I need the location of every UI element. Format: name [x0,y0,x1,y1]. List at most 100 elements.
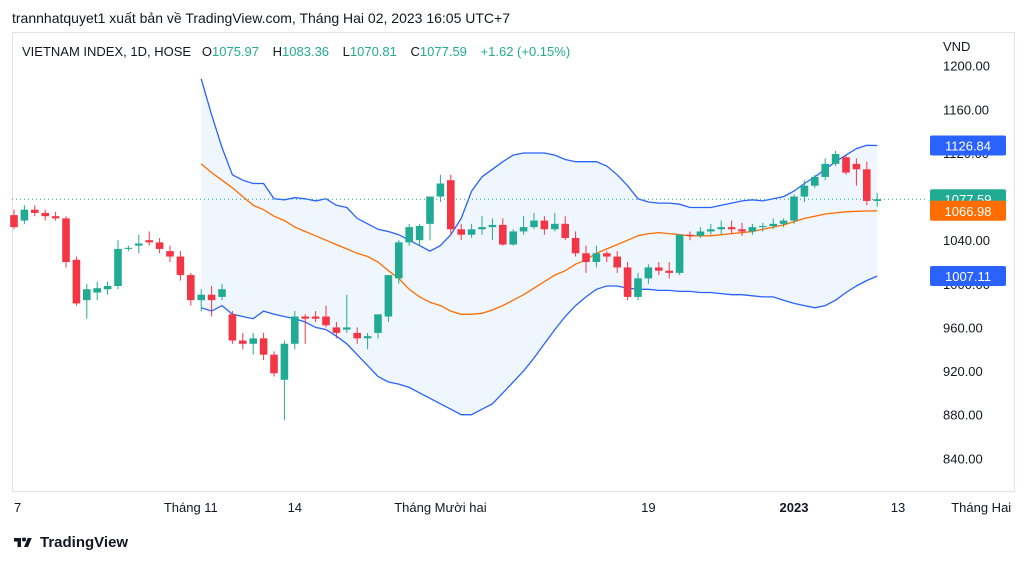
candle-body [623,267,632,297]
high-value: 1083.36 [282,44,330,59]
candle-body [72,259,81,304]
symbol-legend: VIETNAM INDEX, 1D, HOSE O1075.97 H1083.3… [22,44,580,59]
price-tag-label: 1126.84 [945,138,991,153]
candle-body [176,256,185,276]
candle-body [280,343,289,380]
candle-body [353,332,361,339]
open-value: 1075.97 [212,44,260,59]
candle-body [343,327,351,330]
y-axis-unit: VND [943,39,970,54]
chart-frame [12,32,1015,492]
candle-body [613,256,621,268]
candle-body [655,267,663,271]
price-tag-bg [930,266,1006,287]
y-tick-label: 960.00 [943,320,983,335]
candle-body [509,231,517,245]
candle-body [561,223,569,239]
price-tag: 1066.98 [930,200,1006,221]
basis-line [200,163,878,315]
open-label: O [201,44,213,59]
candle-body [707,229,715,232]
candle-body [634,278,642,297]
publish-caption: trannhatquyet1 xuất bản về TradingView.c… [12,10,510,26]
candle-body [311,316,320,319]
candle-body [124,247,133,249]
high-label: H [272,44,283,59]
close-label: C [410,44,420,59]
x-tick-label: Tháng 11 [164,500,218,515]
candle-body [467,229,476,235]
price-tag-label: 1066.98 [945,204,992,219]
candle-body [10,215,18,228]
x-tick-label: 7 [14,500,21,515]
candle-body [239,340,247,344]
candle-body [207,294,216,301]
candle-body [228,314,237,341]
candle-body [811,176,819,186]
candle-body [166,251,174,257]
x-tick-label: 2023 [780,500,809,515]
candle-body [415,226,424,241]
candle-body [727,227,736,230]
candle-body [41,212,49,217]
candle-body [582,253,590,262]
candle-body [717,227,725,230]
candle-body [426,196,434,224]
price-tag-bg [930,135,1006,156]
candle-body [863,169,871,201]
candle-body [187,275,195,301]
candle-body [436,183,445,197]
candle-body [114,248,122,286]
candle-body [135,243,143,246]
candle-body [249,338,257,344]
tradingview-logo-icon [14,537,32,547]
x-tick-label: Tháng Mười hai [394,500,486,515]
candle-body [363,336,372,339]
candle-body [270,354,278,374]
candle-body [831,154,840,164]
candle-body [488,224,497,228]
candle-body [571,238,580,254]
candle-body [405,227,413,243]
y-tick-label: 920.00 [943,364,983,379]
candle-body [769,223,777,227]
y-tick-label: 880.00 [943,408,983,423]
candle-body [51,216,60,219]
candle-body [530,220,538,228]
candle-body [800,185,809,197]
candle-body [675,234,684,273]
candle-body [696,231,705,236]
candle-body [332,327,341,333]
candle-body [155,242,164,249]
candle-body [519,227,528,232]
candle-body [395,242,403,279]
symbol-name: VIETNAM INDEX, 1D, HOSE [22,44,192,59]
candle-body [291,316,299,344]
candle-body [322,316,330,326]
candle-body [790,196,798,221]
y-tick-label: 1040.00 [943,233,990,248]
candle-body [852,163,861,170]
y-tick-label: 1160.00 [943,102,989,117]
candle-body [644,267,653,279]
candle-body [748,227,757,232]
candle-body [103,285,112,290]
candle-body [31,209,39,213]
bollinger-band-fill [201,78,878,415]
y-tick-label: 1200.00 [943,59,990,74]
candle-body [197,294,205,301]
candle-body [20,209,29,221]
candle-body [301,316,309,319]
candle-body [665,270,673,273]
candle-body [779,220,788,224]
candle-body [603,253,611,257]
candle-body [457,229,465,235]
candles-group [10,150,881,421]
x-tick-label: 19 [641,500,655,515]
price-tag: 1126.84 [930,135,1006,156]
lower-band-line [201,275,878,416]
candle-body [759,226,767,228]
candle-body [83,289,91,301]
candle-body [842,157,850,173]
